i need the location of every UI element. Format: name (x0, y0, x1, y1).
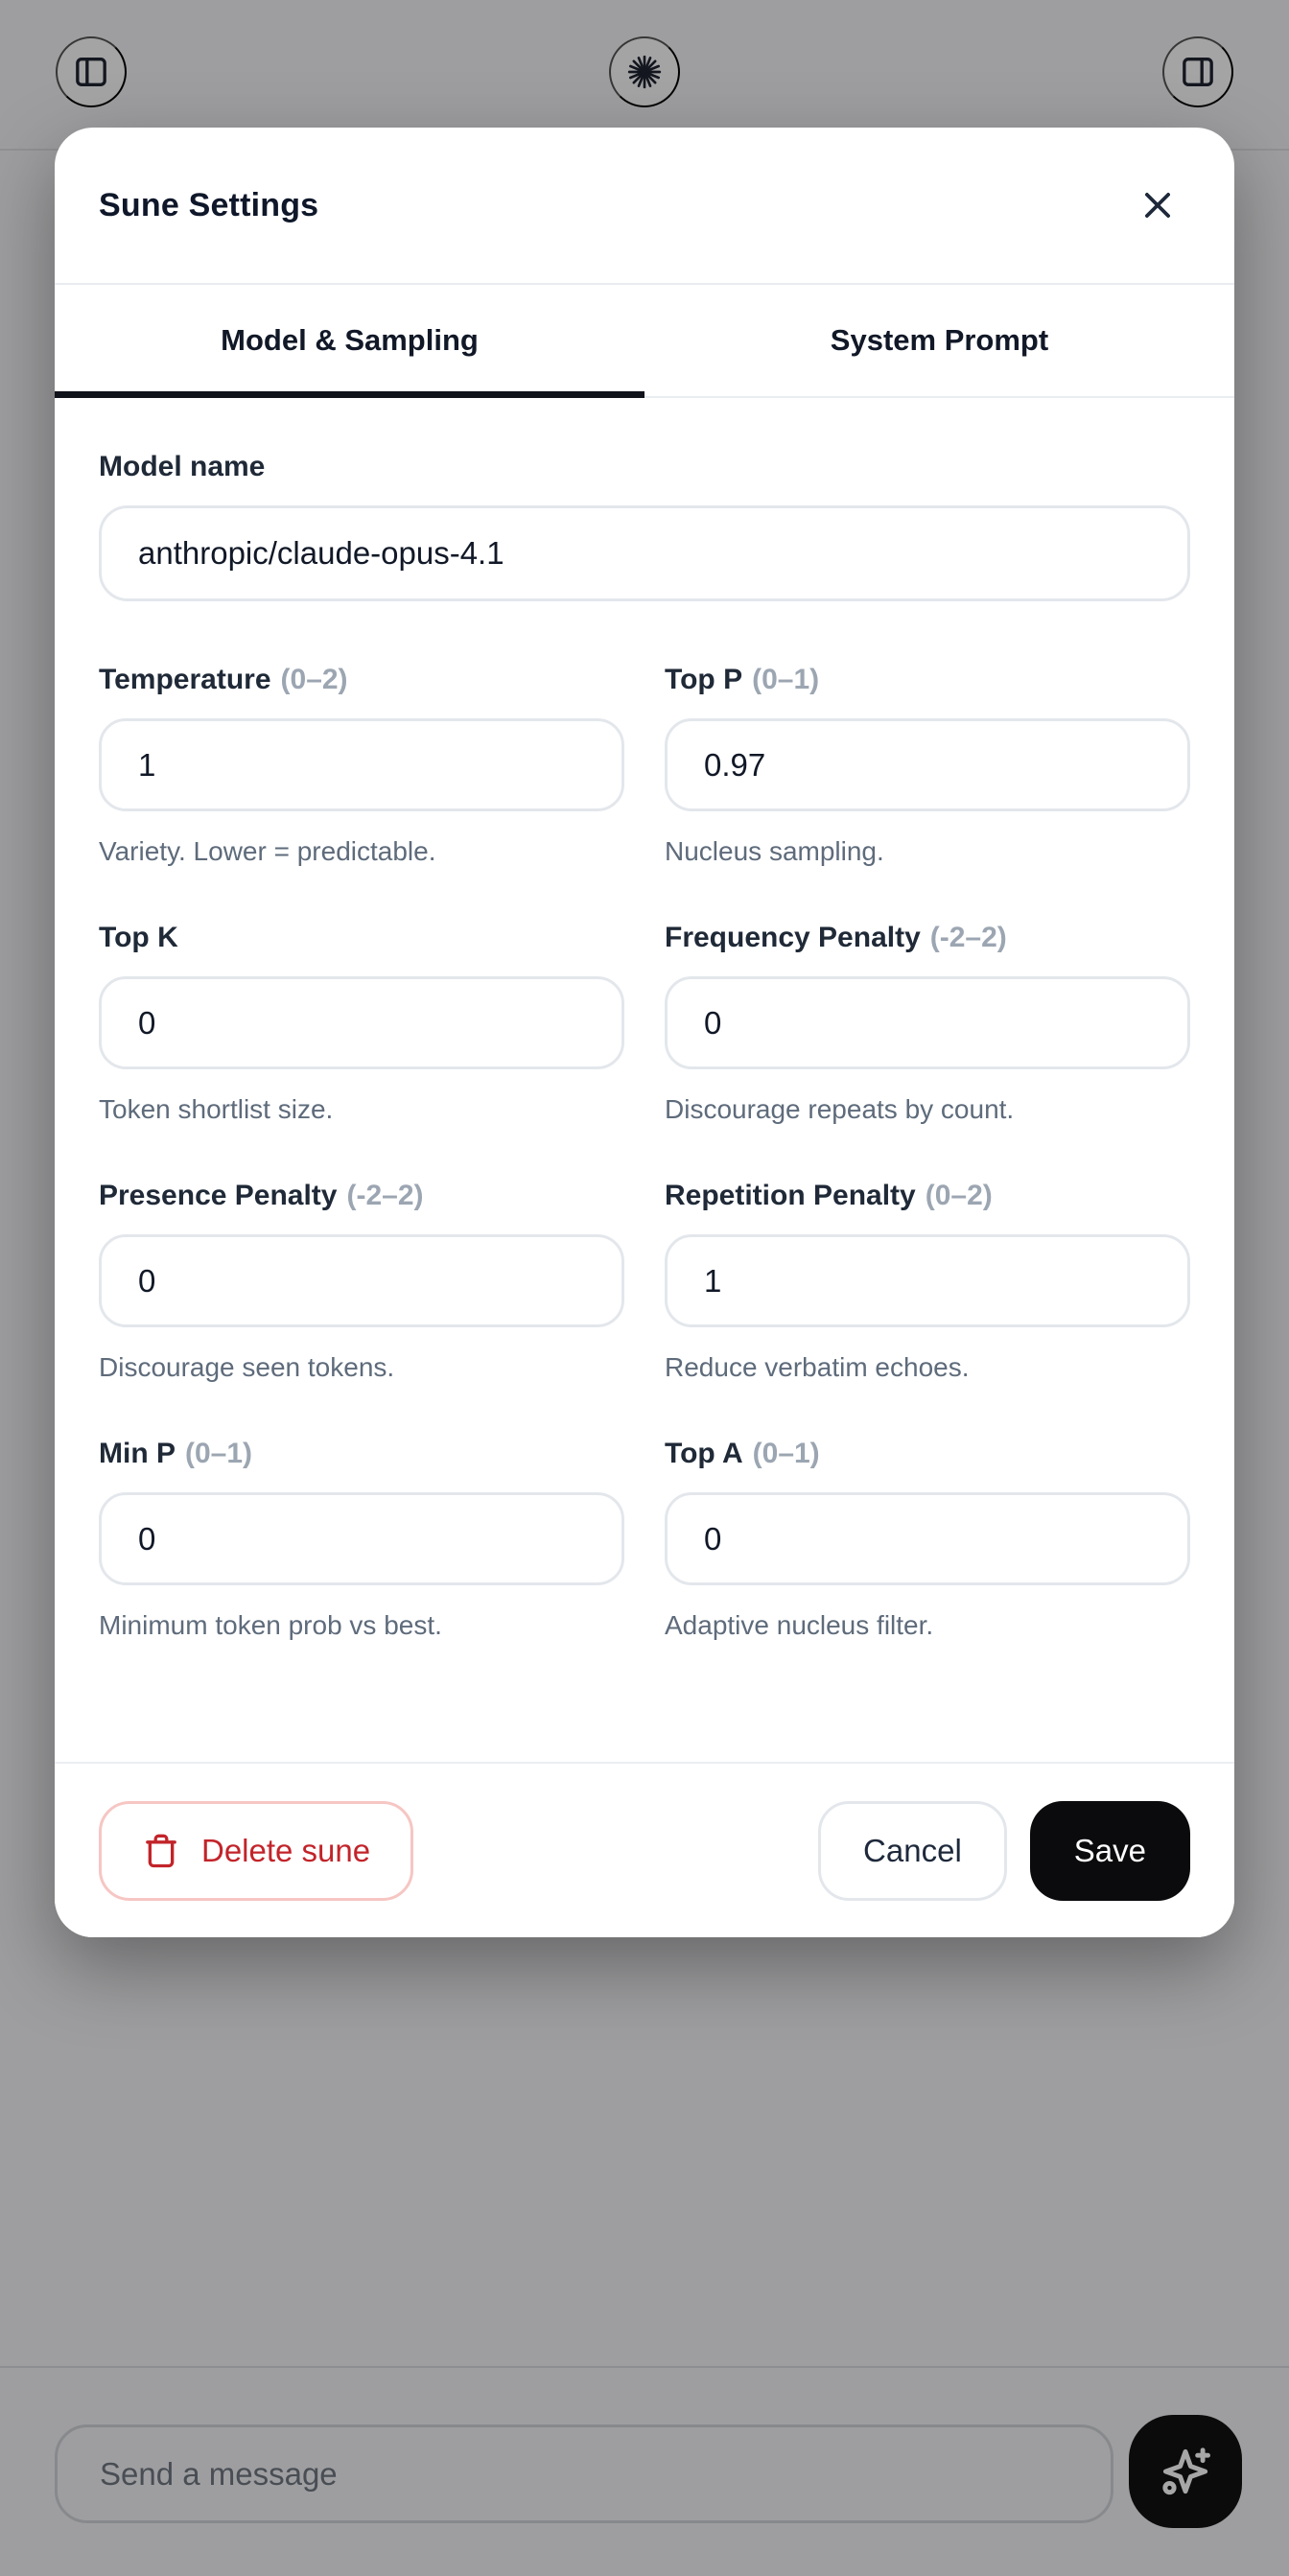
sidebar-toggle-button[interactable] (56, 36, 127, 107)
top-k-field: Top K Token shortlist size. (99, 921, 624, 1125)
panel-right-icon (1179, 53, 1217, 91)
param-label-text: Min P (99, 1438, 176, 1469)
param-help-text: Minimum token prob vs best. (99, 1610, 442, 1640)
delete-sune-label: Delete sune (201, 1832, 371, 1868)
starburst-icon (625, 53, 664, 91)
param-label-text: Frequency Penalty (665, 922, 921, 953)
sparkle-icon (1156, 2442, 1215, 2501)
param-range-text: (0–1) (185, 1438, 253, 1469)
model-name-label: Model name (99, 450, 1190, 484)
active-tab-indicator (55, 391, 644, 398)
presence-penalty-input[interactable] (99, 1234, 624, 1327)
param-label-text: Top A (665, 1438, 743, 1469)
generate-button[interactable] (1129, 2415, 1242, 2528)
param-range-text: (-2–2) (929, 922, 1007, 953)
panel-left-icon (72, 53, 110, 91)
param-label-text: Temperature (99, 664, 271, 695)
sune-settings-dialog: Sune Settings Model & Sampling System Pr… (55, 128, 1234, 1937)
right-panel-toggle-button[interactable] (1162, 36, 1233, 107)
model-name-label-text: Model name (99, 451, 266, 482)
param-range-text: (0–1) (752, 1438, 820, 1469)
param-range-text: (0–2) (925, 1180, 993, 1211)
top-a-input[interactable] (665, 1492, 1190, 1585)
sampling-params-grid: Temperature (0–2) Variety. Lower = predic… (99, 663, 1190, 1695)
param-help-text: Discourage repeats by count. (665, 1094, 1015, 1124)
temperature-label: Temperature (0–2) (99, 663, 624, 697)
top-bar (0, 0, 1289, 151)
dialog-header: Sune Settings (55, 128, 1234, 285)
min-p-input[interactable] (99, 1492, 624, 1585)
param-help-text: Variety. Lower = predictable. (99, 836, 436, 866)
temperature-field: Temperature (0–2) Variety. Lower = predic… (99, 663, 624, 867)
cancel-button[interactable]: Cancel (818, 1800, 1007, 1901)
app-logo-button[interactable] (609, 36, 680, 107)
presence-penalty-field: Presence Penalty (-2–2) Discourage seen t… (99, 1179, 624, 1383)
close-button[interactable] (1131, 178, 1184, 232)
top-p-input[interactable] (665, 718, 1190, 811)
close-icon (1139, 187, 1176, 223)
presence-penalty-label: Presence Penalty (-2–2) (99, 1179, 624, 1213)
footer-actions: Cancel Save (818, 1800, 1190, 1901)
save-button[interactable]: Save (1029, 1800, 1190, 1901)
top-p-field: Top P (0–1) Nucleus sampling. (665, 663, 1190, 867)
delete-sune-button[interactable]: Delete sune (99, 1800, 414, 1901)
param-label-text: Repetition Penalty (665, 1180, 916, 1211)
model-name-input[interactable] (99, 505, 1190, 601)
frequency-penalty-label: Frequency Penalty (-2–2) (665, 921, 1190, 955)
top-a-field: Top A (0–1) Adaptive nucleus filter. (665, 1437, 1190, 1641)
top-k-label: Top K (99, 921, 624, 955)
param-range-text: (0–1) (752, 664, 820, 695)
frequency-penalty-input[interactable] (665, 976, 1190, 1069)
repetition-penalty-field: Repetition Penalty (0–2) Reduce verbatim … (665, 1179, 1190, 1383)
top-a-label: Top A (0–1) (665, 1437, 1190, 1471)
top-p-label: Top P (0–1) (665, 663, 1190, 697)
param-label-text: Presence Penalty (99, 1180, 338, 1211)
message-input[interactable] (55, 2424, 1113, 2523)
param-help-text: Discourage seen tokens. (99, 1352, 395, 1382)
param-range-text: (0–2) (280, 664, 348, 695)
repetition-penalty-label: Repetition Penalty (0–2) (665, 1179, 1190, 1213)
min-p-label: Min P (0–1) (99, 1437, 624, 1471)
param-help-text: Token shortlist size. (99, 1094, 334, 1124)
param-help-text: Nucleus sampling. (665, 836, 884, 866)
tab-system-prompt[interactable]: System Prompt (644, 285, 1234, 396)
temperature-input[interactable] (99, 718, 624, 811)
frequency-penalty-field: Frequency Penalty (-2–2) Discourage repea… (665, 921, 1190, 1125)
repetition-penalty-input[interactable] (665, 1234, 1190, 1327)
param-label-text: Top K (99, 922, 178, 953)
settings-tabs: Model & Sampling System Prompt (55, 285, 1234, 398)
min-p-field: Min P (0–1) Minimum token prob vs best. (99, 1437, 624, 1641)
trash-icon (142, 1832, 180, 1870)
message-composer (0, 2366, 1289, 2576)
param-range-text: (-2–2) (346, 1180, 424, 1211)
param-label-text: Top P (665, 664, 743, 695)
dialog-title: Sune Settings (99, 186, 319, 223)
dialog-footer: Delete sune Cancel Save (55, 1762, 1234, 1937)
top-k-input[interactable] (99, 976, 624, 1069)
tab-model-sampling[interactable]: Model & Sampling (55, 285, 644, 396)
model-name-field: Model name (99, 450, 1190, 601)
param-help-text: Adaptive nucleus filter. (665, 1610, 934, 1640)
dialog-body: Model name Temperature (0–2) Variety. Low… (55, 398, 1234, 1695)
param-help-text: Reduce verbatim echoes. (665, 1352, 970, 1382)
